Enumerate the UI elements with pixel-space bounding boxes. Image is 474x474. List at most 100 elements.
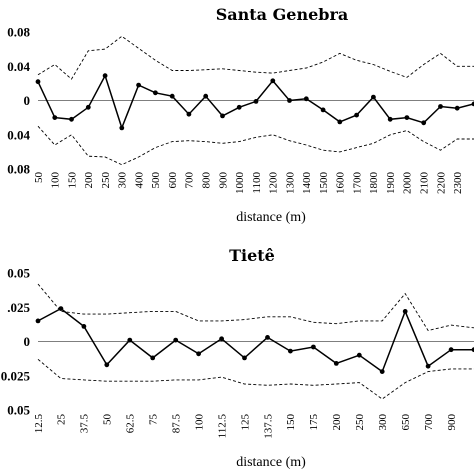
y-tick-label: 0.05 <box>7 266 30 281</box>
observed-point <box>169 93 175 99</box>
observed-series-line <box>37 307 474 373</box>
chart-title: Tietê <box>229 246 275 265</box>
x-tick-label: 62.5 <box>125 414 137 434</box>
observed-point <box>196 351 202 357</box>
x-tick-label: 250 <box>100 172 112 189</box>
x-tick-label: 1100 <box>251 172 263 194</box>
observed-point <box>287 98 292 103</box>
x-axis-label: distance (m) <box>236 210 306 225</box>
x-tick-label: 700 <box>184 172 196 189</box>
y-tick-label: 0.025 <box>1 368 31 383</box>
x-tick-label: 2200 <box>435 172 447 195</box>
x-tick-label: 125 <box>239 414 251 431</box>
lower-envelope-line <box>37 358 474 400</box>
x-tick-label: 137.5 <box>262 414 274 439</box>
x-tick-label: 2000 <box>402 172 414 195</box>
x-axis-label: distance (m) <box>236 455 306 470</box>
x-tick-label: 900 <box>217 172 229 189</box>
observed-point <box>104 362 110 368</box>
x-tick-label: 50 <box>33 172 45 184</box>
observed-point <box>203 93 209 99</box>
x-tick-label: 1700 <box>351 172 363 195</box>
x-tick-label: 87.5 <box>170 414 182 434</box>
observed-point <box>354 112 359 118</box>
x-tick-label: 200 <box>331 414 343 431</box>
y-tick-label: 0 <box>24 93 31 108</box>
x-tick-label: 1300 <box>284 172 296 195</box>
observed-point <box>219 336 225 342</box>
observed-point <box>136 82 142 88</box>
x-tick-label: 1900 <box>385 172 397 195</box>
observed-point <box>119 125 125 131</box>
y-tick-label: .025 <box>7 300 30 315</box>
observed-point <box>404 115 410 120</box>
y-tick-label: 0.04 <box>7 59 30 74</box>
observed-point <box>127 337 133 343</box>
x-tick-label: 1500 <box>318 172 330 195</box>
observed-point <box>448 347 454 353</box>
upper-envelope-line <box>37 35 474 80</box>
x-tick-label: 12.5 <box>33 414 45 434</box>
x-tick-label: 1400 <box>301 172 313 195</box>
observed-point <box>253 99 259 104</box>
x-tick-label: 1800 <box>368 172 380 195</box>
x-tick-label: 1000 <box>234 172 246 195</box>
observed-point <box>35 318 41 324</box>
observed-point <box>471 101 474 107</box>
observed-point <box>265 335 270 340</box>
observed-point <box>85 104 91 110</box>
x-tick-label: 100 <box>193 414 205 431</box>
observed-point <box>371 94 376 100</box>
x-tick-label: 650 <box>400 414 412 431</box>
observed-point <box>356 352 362 358</box>
x-tick-label: 200 <box>83 172 95 189</box>
observed-point <box>425 363 431 369</box>
lower-envelope-line <box>37 125 474 166</box>
x-tick-label: 300 <box>377 414 389 431</box>
observed-point <box>270 78 276 84</box>
observed-point <box>102 73 108 79</box>
x-tick-label: 1600 <box>335 172 347 195</box>
x-tick-label: 600 <box>167 172 179 189</box>
x-tick-label: 150 <box>66 172 78 189</box>
y-tick-label: 0.08 <box>7 25 30 40</box>
observed-point <box>288 348 293 354</box>
x-tick-label: 150 <box>285 414 297 431</box>
x-tick-label: 100 <box>50 172 62 189</box>
observed-point <box>52 115 58 120</box>
observed-point <box>311 344 316 350</box>
x-tick-label: 800 <box>200 172 212 189</box>
observed-point <box>58 306 64 311</box>
observed-point <box>81 324 87 329</box>
observed-point <box>387 116 393 122</box>
y-tick-label: 0.08 <box>7 162 30 177</box>
x-tick-label: 900 <box>446 414 458 431</box>
observed-point <box>153 90 158 96</box>
observed-point <box>173 337 179 343</box>
observed-point <box>337 119 343 125</box>
x-tick-label: 300 <box>117 172 129 189</box>
x-tick-label: 175 <box>308 414 320 431</box>
observed-point <box>303 96 309 102</box>
x-tick-label: 400 <box>133 172 145 189</box>
observed-point <box>320 107 326 113</box>
x-tick-label: 500 <box>150 172 162 189</box>
observed-point <box>333 361 339 366</box>
x-tick-label: 700 <box>423 414 435 431</box>
chart-title: Santa Genebra <box>216 5 349 24</box>
observed-point <box>438 104 443 109</box>
x-tick-label: 112.5 <box>216 414 228 439</box>
x-tick-label: 2300 <box>452 172 464 195</box>
observed-point <box>242 355 247 361</box>
y-tick-label: 0 <box>24 334 31 349</box>
observed-point <box>421 120 427 126</box>
observed-point <box>186 111 192 117</box>
x-tick-label: 1200 <box>268 172 280 195</box>
x-tick-label: 250 <box>354 414 366 431</box>
observed-point <box>150 355 156 361</box>
observed-point <box>35 79 41 85</box>
x-tick-label: 2100 <box>418 172 430 195</box>
